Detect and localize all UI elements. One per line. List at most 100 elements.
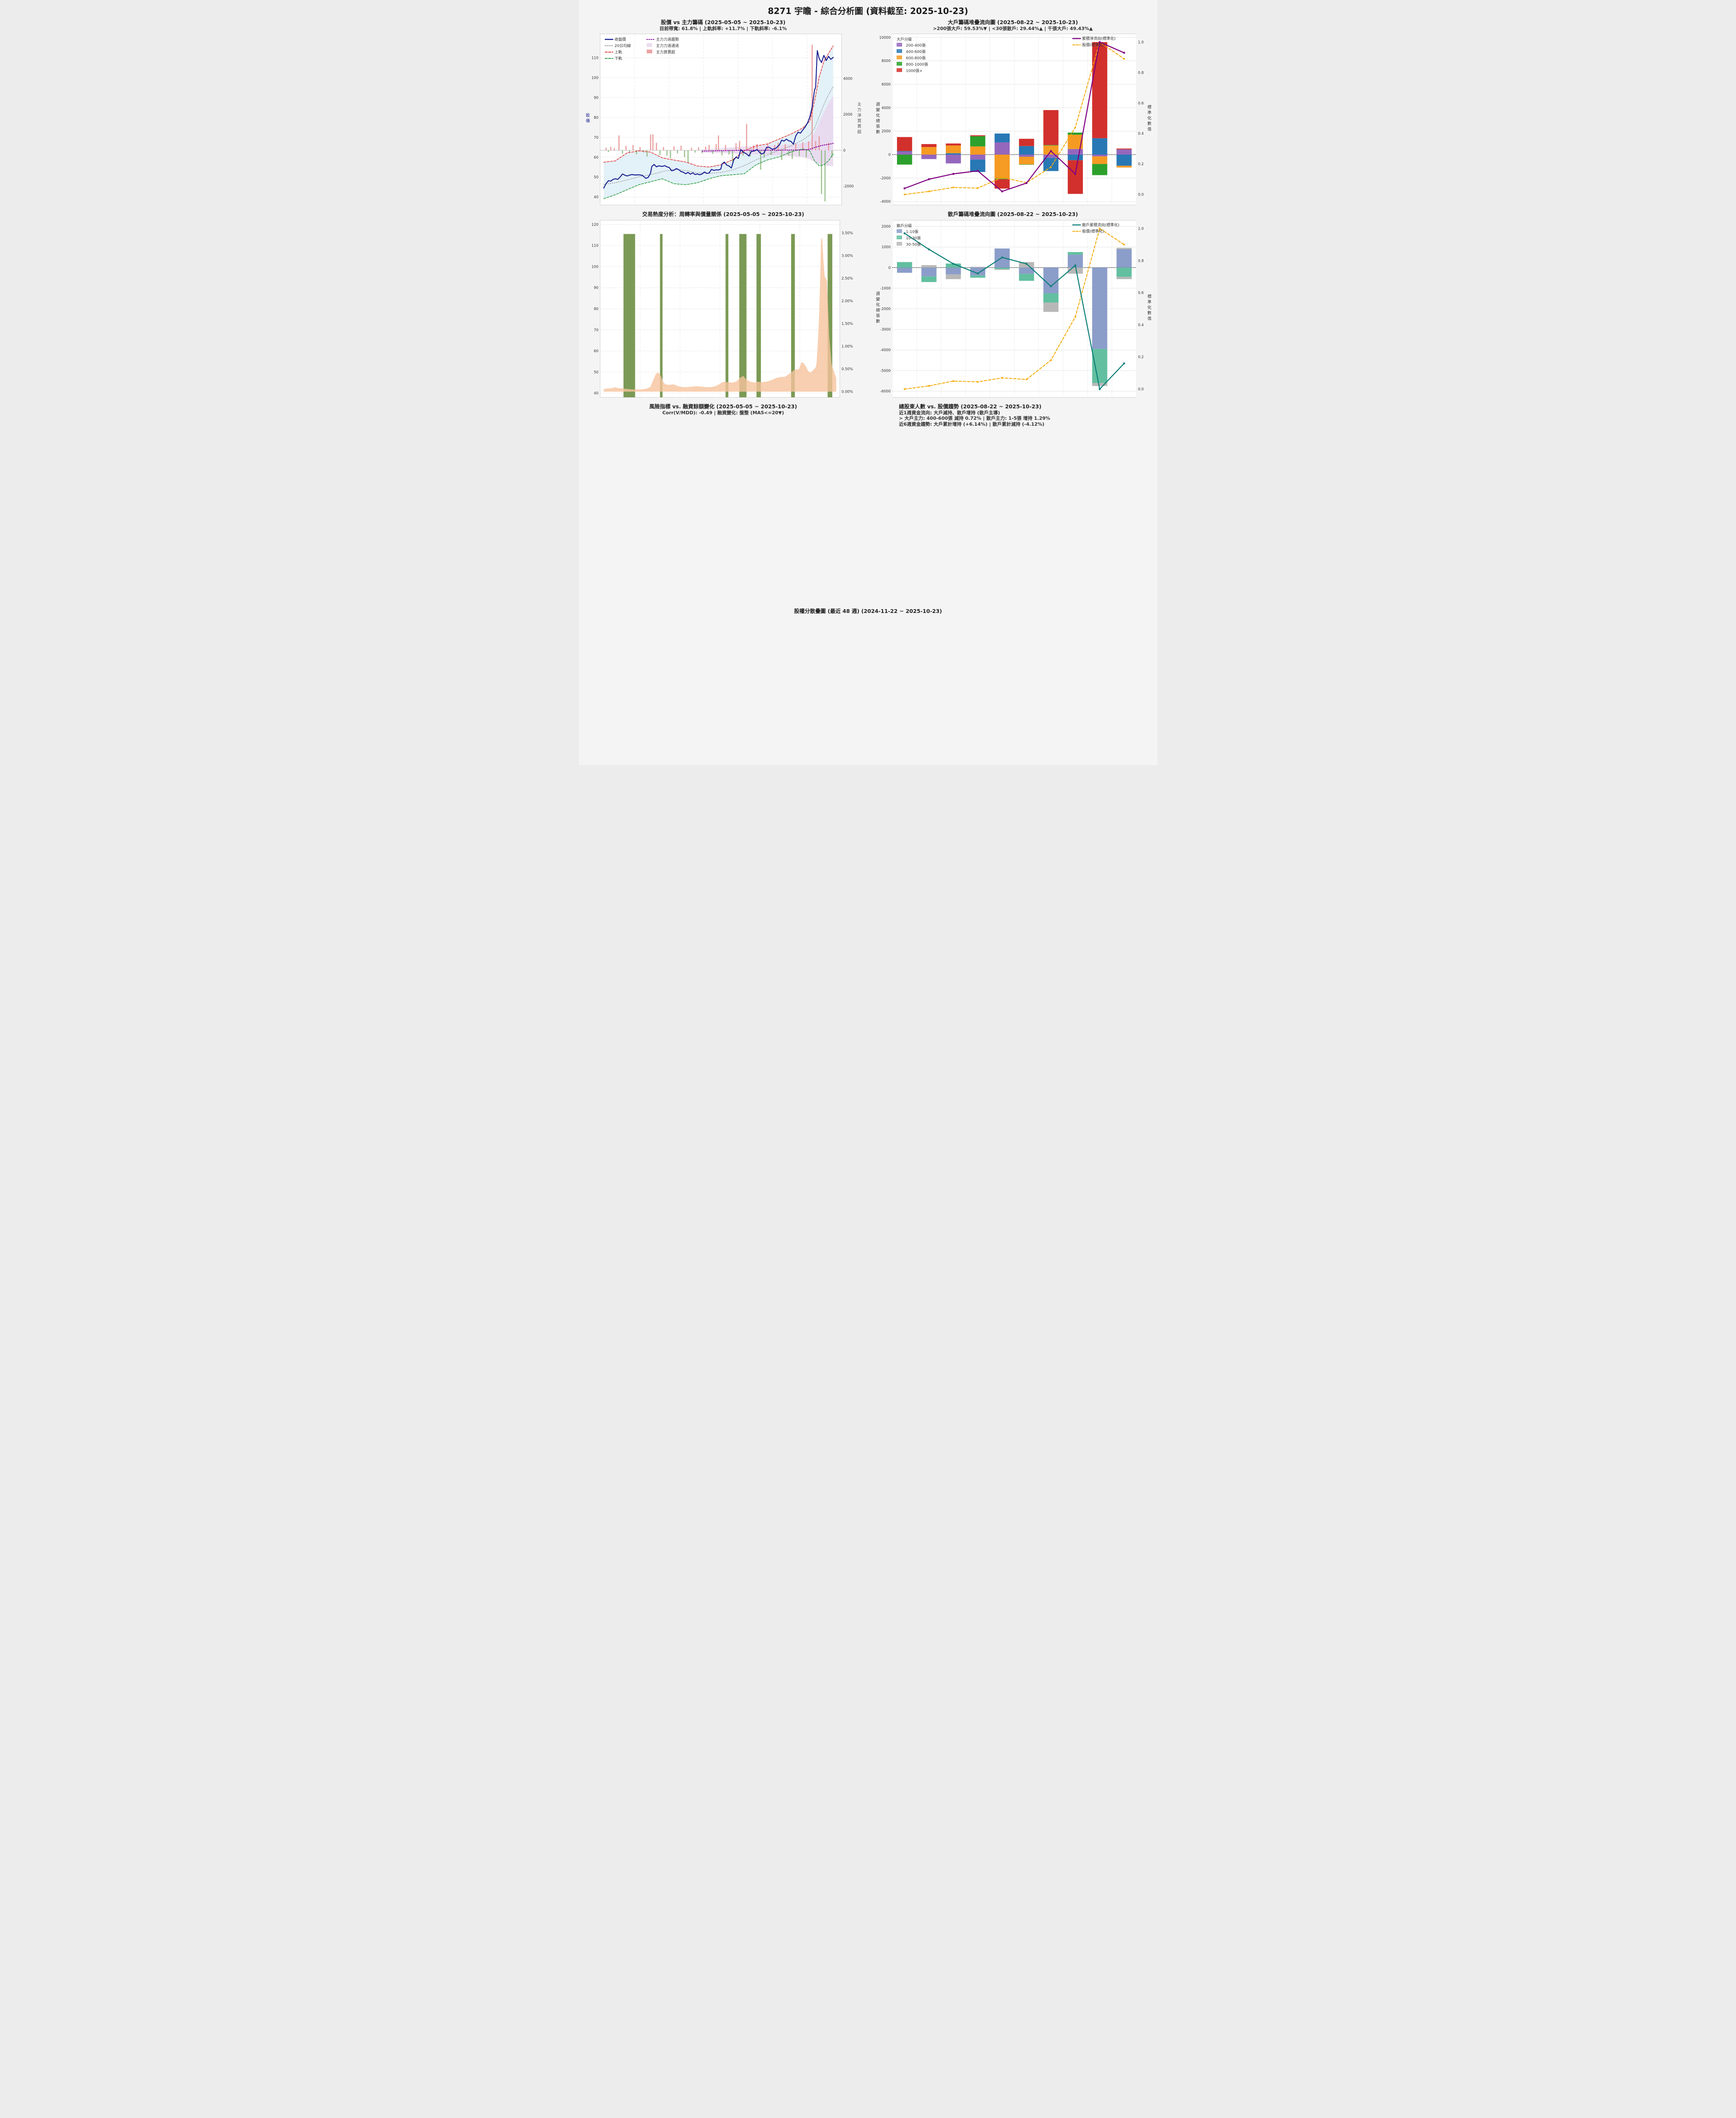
svg-text:準: 準 — [1147, 299, 1152, 305]
svg-text:化: 化 — [1147, 305, 1152, 310]
svg-text:0.2: 0.2 — [1138, 163, 1144, 167]
svg-text:6000: 6000 — [881, 83, 891, 87]
svg-text:標: 標 — [1147, 105, 1152, 110]
chart-title: 風險指標 vs. 融資餘額變化 (2025-05-05 ~ 2025-10-23… — [649, 403, 797, 410]
main-title: 8271 宇瞻 - 綜合分析圖 (資料截至: 2025-10-23) — [768, 6, 968, 16]
svg-text:70: 70 — [594, 328, 598, 333]
svg-text:70: 70 — [594, 136, 598, 140]
svg-text:-4000: -4000 — [880, 348, 891, 352]
svg-text:大戶分級: 大戶分級 — [897, 37, 912, 42]
svg-text:0.8: 0.8 — [1138, 259, 1144, 263]
svg-text:200-400張: 200-400張 — [906, 43, 926, 48]
svg-text:0.4: 0.4 — [1138, 323, 1144, 327]
chart-bigholder-flow: 大戶籌碼堆疊流向圖 (2025-08-22 ~ 2025-10-23) >200… — [869, 19, 1157, 209]
svg-text:散戶累積流向(標準化): 散戶累積流向(標準化) — [1082, 222, 1119, 227]
svg-text:4000: 4000 — [881, 106, 891, 111]
svg-text:1.0: 1.0 — [1138, 41, 1144, 45]
svg-text:3.50%: 3.50% — [842, 231, 853, 236]
svg-text:超: 超 — [857, 130, 861, 135]
svg-text:主力買賣超: 主力買賣超 — [656, 50, 675, 55]
svg-text:-2000: -2000 — [880, 307, 891, 311]
svg-text:主: 主 — [857, 102, 861, 107]
svg-text:1.00%: 1.00% — [842, 345, 853, 349]
svg-text:60: 60 — [594, 349, 598, 354]
chart-price-vs-main-force: 股價 vs 主力籌碼 (2025-05-05 ~ 2025-10-23) 目前帶… — [580, 19, 867, 209]
svg-text:股: 股 — [586, 114, 590, 118]
svg-text:力: 力 — [857, 108, 861, 113]
svg-text:1.0: 1.0 — [1138, 227, 1144, 231]
svg-text:散戶分級: 散戶分級 — [897, 223, 912, 228]
charts-grid: 股價 vs 主力籌碼 (2025-05-05 ~ 2025-10-23) 目前帶… — [579, 19, 1157, 607]
shareholders-vs-price-plot — [873, 427, 1153, 604]
svg-text:0.6: 0.6 — [1138, 102, 1144, 106]
retail-flow-plot: 2000 1000 0 -1000 -2000 -3000 -4000 -5000 -6000 1… — [876, 220, 1152, 398]
svg-text:0: 0 — [843, 149, 845, 153]
ownership-dispersion-plot — [584, 615, 1152, 715]
chart-subtitle-3: 近6週資金趨勢: 大戶累計增持 (+6.14%) | 散戶累計減持 (-4.12… — [899, 421, 1044, 427]
risk-vs-margin-plot — [583, 416, 864, 607]
svg-text:週: 週 — [876, 291, 880, 297]
chart-title: 股權分散疊圖 (最近 48 週) (2024-11-22 ~ 2025-10-2… — [794, 608, 942, 615]
svg-text:1000: 1000 — [881, 245, 891, 250]
svg-text:0.0: 0.0 — [1138, 193, 1144, 197]
turnover-heat-plot: 40 50 60 70 80 90 100 110 120 0.00% 0.50% 1.00% 1.50… — [591, 220, 853, 398]
svg-text:400-600張: 400-600張 — [906, 50, 926, 54]
chart-subtitle-1: 近1週資金流向: 大戶減持、散戶增持 (散戶主導) — [899, 410, 1000, 416]
svg-text:80: 80 — [594, 116, 598, 120]
svg-text:2000: 2000 — [881, 130, 891, 134]
svg-text:值: 值 — [1147, 316, 1152, 321]
svg-text:80: 80 — [594, 307, 598, 311]
svg-text:數: 數 — [876, 319, 880, 324]
svg-text:2.50%: 2.50% — [842, 277, 853, 281]
chart-title: 總股東人數 vs. 股價趨勢 (2025-08-22 ~ 2025-10-23) — [899, 403, 1041, 410]
svg-text:0.4: 0.4 — [1138, 132, 1144, 136]
svg-text:總: 總 — [876, 119, 880, 124]
svg-text:1-10張: 1-10張 — [906, 230, 918, 234]
svg-text:3.00%: 3.00% — [842, 254, 853, 258]
svg-text:20日均線: 20日均線 — [615, 43, 631, 48]
chart-subtitle: Corr(V/MDD): -0.49 | 融資變化: 盤整 (MA5<=20▼) — [662, 410, 784, 416]
svg-text:50: 50 — [594, 176, 598, 180]
svg-text:上軌: 上軌 — [615, 50, 622, 55]
svg-text:張: 張 — [876, 125, 880, 129]
svg-text:-1000: -1000 — [880, 286, 891, 291]
svg-text:0.00%: 0.00% — [842, 390, 853, 394]
svg-text:50: 50 — [594, 370, 598, 374]
svg-text:準: 準 — [1147, 110, 1152, 115]
svg-text:買: 買 — [857, 119, 861, 124]
svg-text:變: 變 — [876, 108, 880, 113]
svg-text:0.0: 0.0 — [1138, 388, 1144, 392]
svg-text:-4000: -4000 — [880, 200, 891, 204]
svg-text:2.00%: 2.00% — [842, 299, 853, 304]
svg-text:股價(標準化): 股價(標準化) — [1082, 229, 1104, 234]
chart-subtitle: 目前帶寬: 61.8% | 上軌斜率: +11.7% | 下軌斜率: -6.1% — [659, 25, 787, 31]
svg-text:累積淨流向(標準化): 累積淨流向(標準化) — [1082, 36, 1116, 41]
svg-text:化: 化 — [876, 113, 880, 118]
svg-text:變: 變 — [876, 297, 880, 302]
svg-text:30-50張: 30-50張 — [906, 242, 921, 247]
svg-text:化: 化 — [876, 302, 880, 308]
chart-shareholders-vs-price: 總股東人數 vs. 股價趨勢 (2025-08-22 ~ 2025-10-23)… — [869, 403, 1157, 607]
svg-text:股價(標準化): 股價(標準化) — [1082, 42, 1104, 47]
svg-text:1.50%: 1.50% — [842, 322, 853, 326]
price-vs-main-force-plot: 40 50 60 70 80 90 100 110 4000 2000 0 -2000 收盤價20日均線… — [586, 33, 861, 205]
svg-text:-2000: -2000 — [880, 177, 891, 181]
svg-text:0: 0 — [888, 266, 890, 270]
svg-text:主力力道通道: 主力力道通道 — [656, 43, 679, 48]
chart-turnover-heat: 交易熱度分析：周轉率與價量關係 (2025-05-05 ~ 2025-10-23… — [580, 211, 867, 402]
svg-text:90: 90 — [594, 286, 598, 290]
svg-text:4000: 4000 — [843, 77, 853, 81]
svg-text:110: 110 — [591, 244, 598, 248]
svg-text:主力力道趨勢: 主力力道趨勢 — [656, 37, 679, 42]
svg-text:值: 值 — [1147, 127, 1152, 132]
svg-text:價: 價 — [586, 119, 590, 124]
svg-text:1000張+: 1000張+ — [906, 69, 922, 73]
svg-text:90: 90 — [594, 96, 598, 100]
svg-text:8000: 8000 — [881, 59, 891, 64]
chart-ownership-dispersion: 股權分散疊圖 (最近 48 週) (2024-11-22 ~ 2025-10-2… — [580, 608, 1156, 715]
svg-text:週: 週 — [876, 102, 880, 107]
svg-text:-2000: -2000 — [843, 185, 854, 189]
bigholder-flow-plot: 10000 8000 6000 4000 2000 0 -2000 -4000 1.0 0.8 0.… — [876, 33, 1152, 205]
svg-text:-6000: -6000 — [880, 389, 891, 394]
svg-text:100: 100 — [591, 76, 598, 80]
